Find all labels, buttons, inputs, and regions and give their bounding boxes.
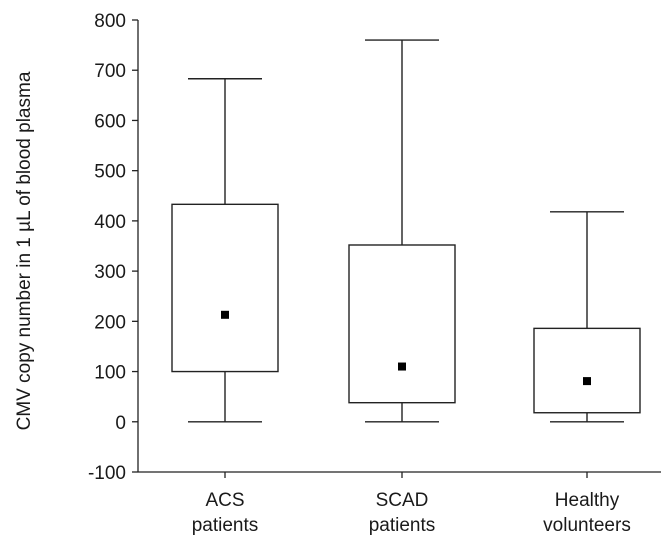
center-marker (398, 362, 406, 371)
axes: 800 700 600 500 400 300 200 100 0 -100 ACS patient… (88, 11, 661, 536)
y-tick-label: 400 (94, 212, 126, 233)
x-category-label: patients (192, 515, 259, 536)
y-axis-title: CMV copy number in 1 µL of blood plasma (14, 71, 35, 430)
box-rect (533, 327, 641, 414)
x-category-label: patients (369, 515, 436, 536)
center-marker (221, 310, 229, 319)
y-tick-label: 800 (94, 11, 126, 32)
y-ticks: 800 700 600 500 400 300 200 100 0 -100 (88, 11, 138, 484)
box-series (171, 39, 641, 423)
box-group (171, 78, 279, 423)
y-tick-label: 700 (94, 61, 126, 82)
box-group (533, 211, 641, 423)
y-tick-label: 200 (94, 312, 126, 333)
y-tick-label: 0 (115, 413, 126, 434)
y-tick-label: 500 (94, 162, 126, 183)
box-group (348, 39, 456, 423)
x-category-label: SCAD (376, 490, 429, 511)
box-rect (348, 244, 456, 404)
y-tick-label: -100 (88, 463, 126, 484)
x-ticks: ACS patients SCAD patients Healthy volunteers (192, 472, 631, 536)
x-category-label: Healthy (555, 490, 620, 511)
x-category-label: ACS (205, 490, 244, 511)
center-marker (583, 377, 591, 386)
y-tick-label: 100 (94, 363, 126, 384)
y-tick-label: 300 (94, 262, 126, 283)
y-tick-label: 600 (94, 111, 126, 132)
box-rect (171, 203, 279, 373)
x-category-label: volunteers (543, 515, 631, 536)
